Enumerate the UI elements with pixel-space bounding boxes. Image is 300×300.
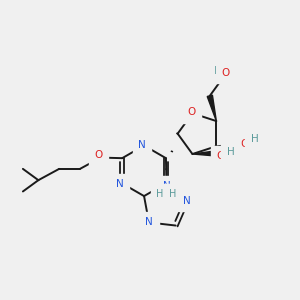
Text: O: O bbox=[188, 107, 196, 117]
Text: N: N bbox=[163, 182, 170, 191]
Polygon shape bbox=[192, 151, 217, 156]
Text: H: H bbox=[251, 134, 259, 144]
Text: H: H bbox=[169, 189, 177, 200]
Polygon shape bbox=[207, 95, 216, 121]
Polygon shape bbox=[216, 143, 241, 148]
Text: H: H bbox=[227, 147, 235, 157]
Text: H: H bbox=[156, 189, 164, 200]
Text: N: N bbox=[116, 179, 124, 189]
Text: N: N bbox=[146, 218, 153, 227]
Text: N: N bbox=[138, 140, 146, 150]
Text: N: N bbox=[183, 196, 191, 206]
Text: O: O bbox=[94, 151, 103, 160]
Text: O: O bbox=[216, 152, 224, 161]
Text: H: H bbox=[214, 66, 222, 76]
Text: O: O bbox=[240, 139, 248, 148]
Text: O: O bbox=[221, 68, 230, 78]
